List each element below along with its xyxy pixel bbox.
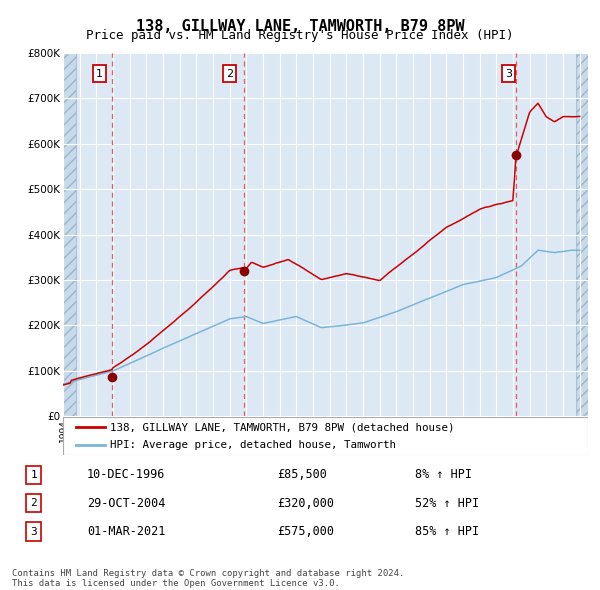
Text: £85,500: £85,500 [277, 468, 327, 481]
Text: 2: 2 [226, 68, 233, 78]
Text: Price paid vs. HM Land Registry's House Price Index (HPI): Price paid vs. HM Land Registry's House … [86, 30, 514, 42]
Bar [575, 53, 588, 416]
Text: 10-DEC-1996: 10-DEC-1996 [87, 468, 165, 481]
Text: 52% ↑ HPI: 52% ↑ HPI [415, 497, 479, 510]
Text: £575,000: £575,000 [277, 525, 334, 538]
Text: 138, GILLWAY LANE, TAMWORTH, B79 8PW: 138, GILLWAY LANE, TAMWORTH, B79 8PW [136, 19, 464, 34]
Bar [63, 53, 76, 416]
Text: £320,000: £320,000 [277, 497, 334, 510]
Text: 8% ↑ HPI: 8% ↑ HPI [415, 468, 472, 481]
Text: 85% ↑ HPI: 85% ↑ HPI [415, 525, 479, 538]
Text: HPI: Average price, detached house, Tamworth: HPI: Average price, detached house, Tamw… [110, 440, 396, 450]
Text: 138, GILLWAY LANE, TAMWORTH, B79 8PW (detached house): 138, GILLWAY LANE, TAMWORTH, B79 8PW (de… [110, 422, 455, 432]
Text: 3: 3 [31, 527, 37, 536]
Text: 01-MAR-2021: 01-MAR-2021 [87, 525, 165, 538]
Text: 29-OCT-2004: 29-OCT-2004 [87, 497, 165, 510]
Text: 2: 2 [31, 499, 37, 508]
Text: 1: 1 [96, 68, 103, 78]
Text: Contains HM Land Registry data © Crown copyright and database right 2024.
This d: Contains HM Land Registry data © Crown c… [12, 569, 404, 588]
Text: 3: 3 [505, 68, 512, 78]
Text: 1: 1 [31, 470, 37, 480]
